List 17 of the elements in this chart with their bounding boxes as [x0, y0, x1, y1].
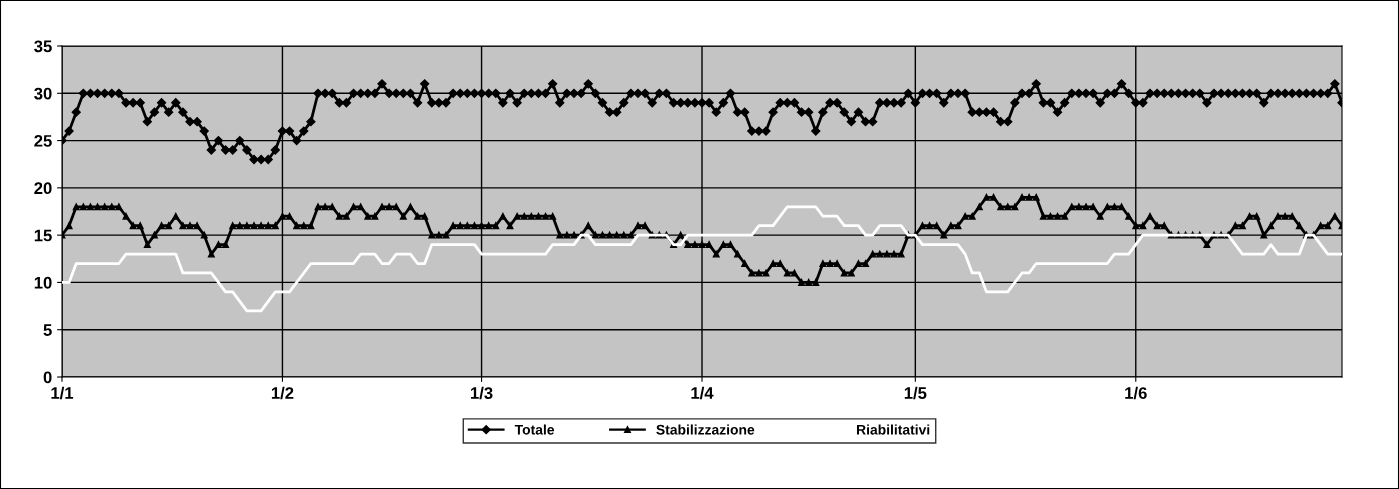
y-tick-label: 5: [43, 324, 52, 336]
y-tick-label: 10: [34, 276, 52, 289]
y-tick-label: 20: [34, 182, 52, 195]
x-tick-label: 1/6: [1125, 386, 1147, 400]
x-tick-label: 1/5: [904, 386, 927, 400]
y-tick-label: 0: [43, 371, 52, 384]
x-tick-label: 1/1: [51, 386, 74, 400]
legend-label: Stabilizzazione: [656, 424, 755, 435]
y-tick-label: 15: [34, 229, 52, 242]
legend-label: Totale: [514, 424, 555, 435]
y-tick-label: 30: [34, 87, 52, 100]
x-tick-label: 1/4: [691, 386, 714, 400]
y-tick-label: 25: [34, 134, 52, 147]
y-tick-label: 35: [34, 40, 52, 53]
text: Riabilitativi: [857, 424, 930, 435]
x-tick-label: 1/3: [471, 386, 493, 400]
x-tick-label: 1/2: [271, 386, 294, 400]
